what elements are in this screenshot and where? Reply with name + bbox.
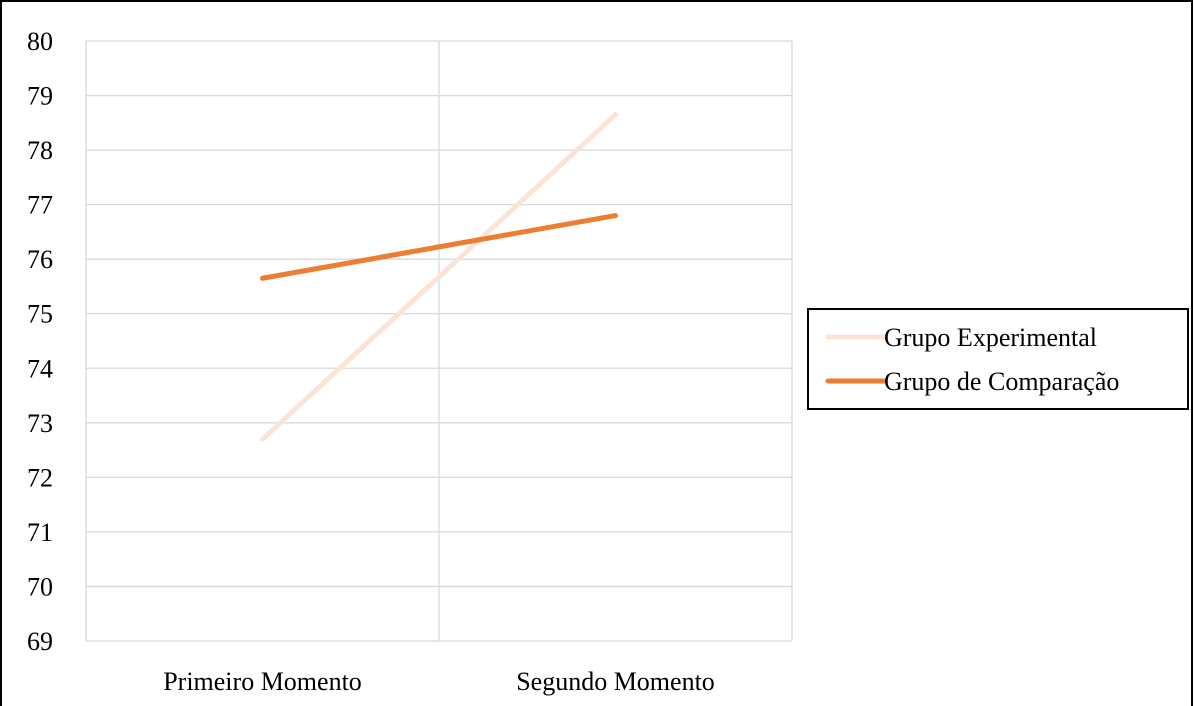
x-tick-label: Segundo Momento: [516, 667, 715, 696]
y-tick-label: 75: [27, 300, 53, 329]
y-tick-label: 71: [27, 518, 53, 547]
x-tick-label: Primeiro Momento: [163, 667, 362, 696]
series-line: [260, 112, 618, 442]
y-tick-label: 70: [27, 572, 53, 601]
grid-lines: [85, 40, 793, 642]
x-axis-ticks: Primeiro Momento Segundo Momento: [163, 667, 715, 696]
y-tick-label: 78: [27, 136, 53, 165]
y-tick-label: 73: [27, 409, 53, 438]
series-lines: [260, 112, 618, 442]
y-tick-label: 74: [27, 354, 53, 383]
legend-box: [807, 308, 1189, 410]
y-tick-label: 69: [27, 627, 53, 656]
y-tick-label: 80: [27, 27, 53, 56]
legend-label: Grupo de Comparação: [884, 367, 1119, 396]
series-line: [260, 213, 618, 281]
y-tick-label: 77: [27, 191, 53, 220]
y-tick-label: 76: [27, 245, 53, 274]
legend: Grupo Experimental Grupo de Comparação: [807, 308, 1189, 410]
y-tick-label: 72: [27, 463, 53, 492]
y-tick-label: 79: [27, 82, 53, 111]
y-axis-ticks: 69 70 71 72 73 74 75 76 77 78 79 80: [27, 27, 53, 656]
legend-label: Grupo Experimental: [884, 323, 1097, 352]
